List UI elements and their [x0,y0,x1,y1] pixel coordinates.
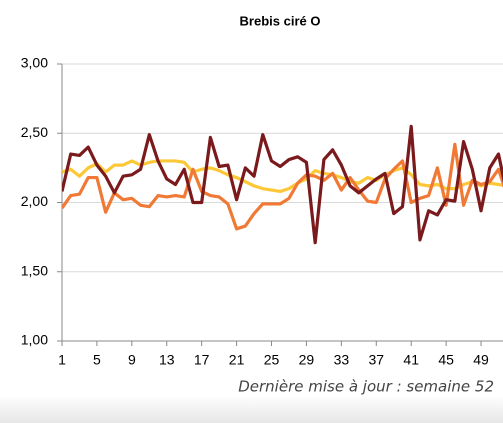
x-tick-label: 33 [334,352,350,368]
x-tick-label: 1 [58,352,66,368]
y-tick-label: 1,00 [21,332,48,348]
chart-title: Brebis ciré O [240,13,321,28]
x-tick-label: 45 [438,352,454,368]
series-line [62,124,503,245]
y-tick-label: 2,50 [21,124,48,140]
footer-bg [0,395,503,423]
x-tick-label: 17 [194,352,210,368]
x-tick-label: 25 [264,352,280,368]
x-tick-label: 49 [473,352,489,368]
x-tick-label: 5 [93,352,101,368]
y-tick-label: 1,50 [21,262,48,278]
plot-area [62,124,503,245]
x-tick-label: 29 [299,352,315,368]
x-tick-label: 9 [128,352,136,368]
footer-note: Dernière mise à jour : semaine 52 [238,378,494,396]
x-tick-label: 13 [159,352,175,368]
x-tick-label: 21 [229,352,245,368]
x-tick-label: 37 [368,352,384,368]
series-line [62,142,503,231]
x-tick-label: 41 [403,352,419,368]
y-tick-label: 3,00 [21,55,48,71]
y-tick-label: 2,00 [21,193,48,209]
